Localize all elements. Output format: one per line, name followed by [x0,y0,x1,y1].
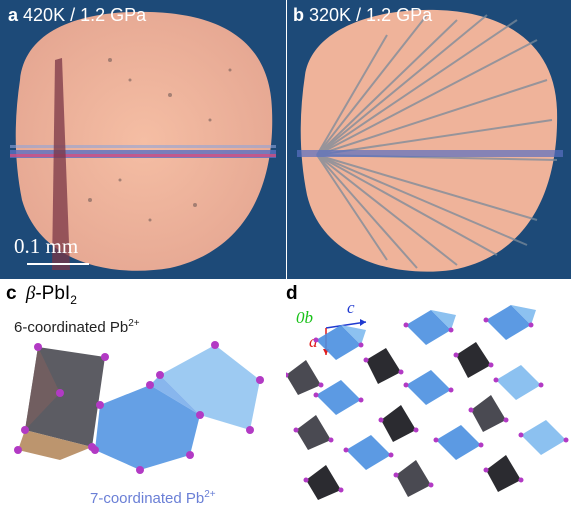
panel-a-condition: 420K / 1.2 GPa [23,5,147,25]
panel-d-letter: d [286,283,298,304]
label-7-sup: 2+ [204,489,216,500]
panel-b-letter: b [293,5,304,25]
panel-b-micrograph: b 320K / 1.2 GPa [287,0,571,279]
label-6-coordinated: 6-coordinated Pb [14,319,129,336]
axis-b-label: 0b [296,308,313,327]
label-7-coordinated: 7-coordinated Pb [90,490,205,507]
structure-rows [286,305,566,500]
axis-c-label: c [347,298,355,317]
panel-a-letter: a [8,5,19,25]
scale-bar-label: 0.1 mm [14,234,79,258]
panel-a-micrograph: a 420K / 1.2 GPa 0.1 mm [0,0,286,279]
panel-d-structure [286,305,569,500]
label-6-sup: 2+ [128,318,140,329]
panel-c-title-symbol: β [25,283,36,304]
panel-a-image [0,0,286,279]
panel-c-letter: c [6,283,17,304]
axis-a-label: a [309,332,318,351]
panel-b-condition: 320K / 1.2 GPa [309,5,433,25]
panel-c-structure [14,341,264,474]
panel-c-title-main: -PbI [35,283,71,304]
panel-b-image [287,0,571,279]
panel-c-title-sub: 2 [70,292,77,307]
